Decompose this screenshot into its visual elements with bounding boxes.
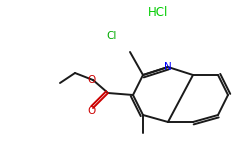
Text: HCl: HCl xyxy=(148,6,168,18)
Text: O: O xyxy=(87,106,95,116)
Text: N: N xyxy=(164,62,172,72)
Text: O: O xyxy=(87,75,95,85)
Text: Cl: Cl xyxy=(107,31,117,41)
